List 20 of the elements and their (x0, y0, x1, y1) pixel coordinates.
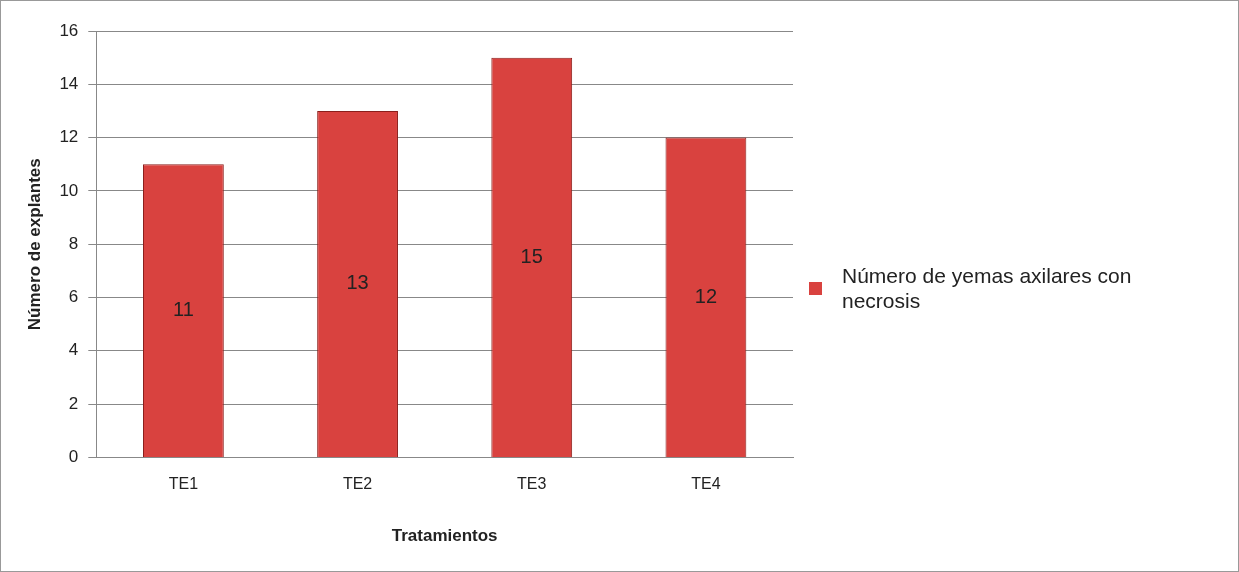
y-axis-title: Número de explantes (24, 158, 44, 331)
y-tick-label: 8 (68, 233, 79, 253)
x-axis-title: Tratamientos (391, 526, 498, 546)
y-tick-label: 2 (68, 393, 79, 413)
y-tick-label: 6 (68, 287, 79, 307)
data-label: 13 (346, 271, 369, 294)
data-label: 12 (694, 284, 718, 307)
y-tick-label: 10 (59, 180, 79, 200)
x-tick-label: TE2 (342, 475, 373, 493)
y-tick-label: 14 (59, 73, 79, 93)
y-tick-label: 0 (68, 447, 79, 467)
x-tick-label: TE4 (691, 475, 721, 493)
data-label: 11 (173, 298, 194, 321)
y-tick-label: 12 (59, 127, 79, 147)
y-tick-label: 16 (59, 20, 79, 40)
data-label: 15 (520, 244, 543, 267)
x-tick-label: TE1 (168, 475, 199, 493)
y-tick-label: 4 (68, 340, 79, 360)
x-tick-label: TE3 (517, 475, 547, 493)
legend-label: Número de yemas axilares con necrosis (842, 263, 1133, 314)
